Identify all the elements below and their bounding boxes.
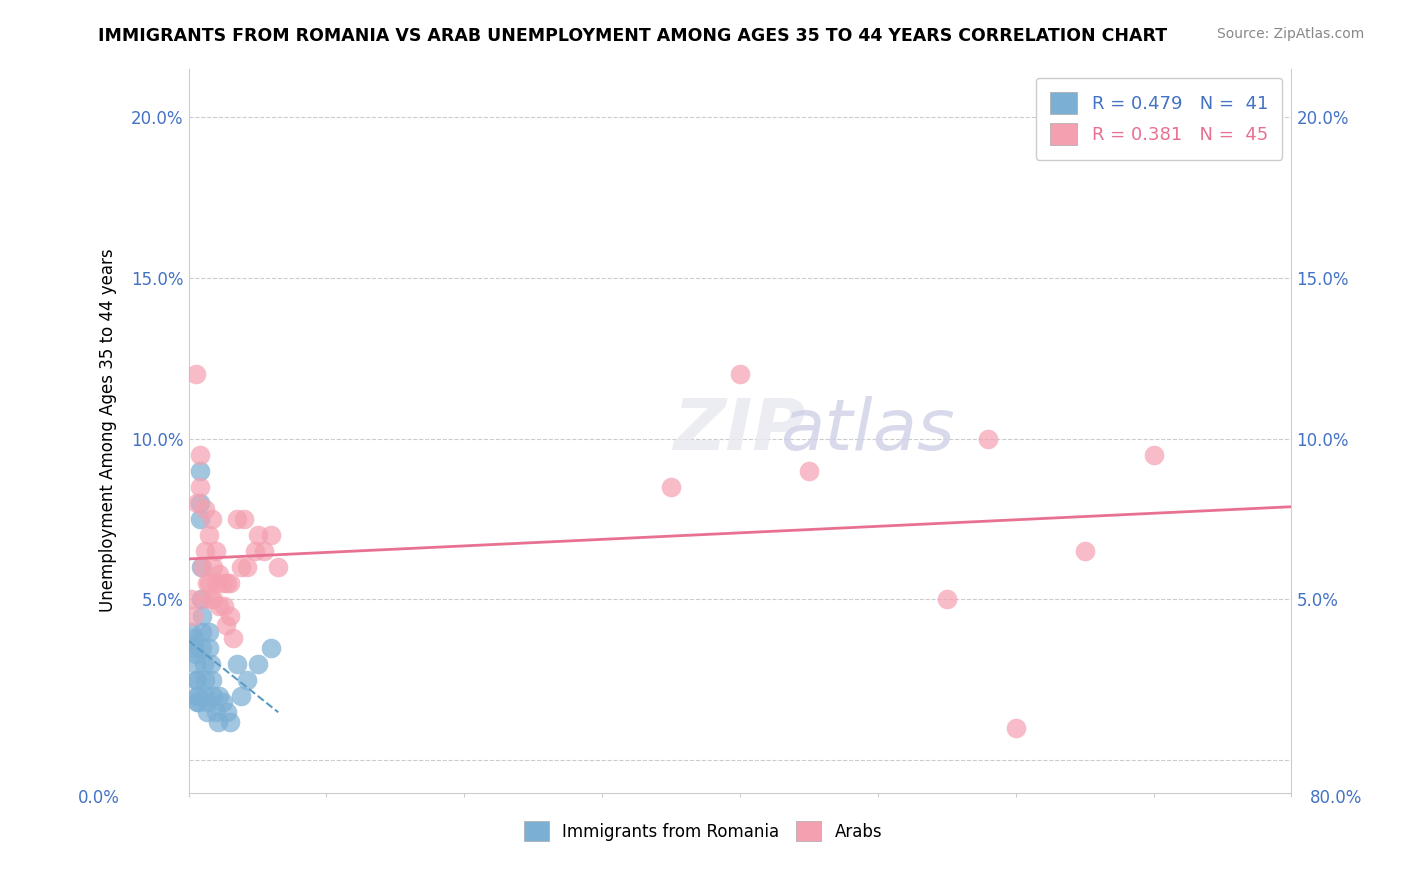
Text: 80.0%: 80.0% [1309,789,1362,806]
Point [183,638,205,652]
Legend: R = 0.479   N =  41, R = 0.381   N =  45: R = 0.479 N = 41, R = 0.381 N = 45 [1036,78,1282,160]
Point [214,599,236,613]
Point [194,544,217,558]
Point [180,592,202,607]
Point [235,673,257,687]
Point [222,631,245,645]
Point [977,432,1000,446]
Point [195,576,218,591]
Point [217,576,239,591]
Point [1142,448,1164,462]
Point [253,544,276,558]
Point [225,512,247,526]
Point [198,640,221,655]
Point [191,624,214,639]
Point [208,689,231,703]
Point [187,689,209,703]
Point [208,566,231,581]
Point [195,705,218,719]
Point [728,368,751,382]
Point [198,528,221,542]
Point [659,480,682,494]
Point [202,592,225,607]
Point [188,496,211,510]
Point [205,705,228,719]
Point [186,673,208,687]
Point [183,631,205,645]
Point [186,496,208,510]
Point [235,560,257,574]
Point [190,560,212,574]
Point [219,714,242,729]
Point [202,689,225,703]
Point [186,696,208,710]
Point [200,657,222,671]
Y-axis label: Unemployment Among Ages 35 to 44 years: Unemployment Among Ages 35 to 44 years [100,249,117,612]
Point [194,673,217,687]
Point [232,512,254,526]
Point [191,560,214,574]
Point [188,512,211,526]
Point [198,624,221,639]
Text: ZIP: ZIP [673,396,806,465]
Point [194,502,217,516]
Point [184,368,207,382]
Point [1073,544,1095,558]
Point [260,640,283,655]
Point [267,560,290,574]
Point [205,576,228,591]
Point [217,705,239,719]
Point [212,696,235,710]
Point [246,657,269,671]
Point [194,689,217,703]
Point [191,640,214,655]
Point [208,599,231,613]
Point [260,528,283,542]
Point [181,608,204,623]
Legend: Immigrants from Romania, Arabs: Immigrants from Romania, Arabs [517,814,889,848]
Point [797,464,820,478]
Point [215,618,238,632]
Point [205,544,228,558]
Point [219,576,242,591]
Point [219,608,242,623]
Text: 0.0%: 0.0% [77,789,120,806]
Point [212,576,235,591]
Point [229,689,252,703]
Point [202,560,225,574]
Point [188,480,211,494]
Text: Source: ZipAtlas.com: Source: ZipAtlas.com [1216,27,1364,41]
Point [935,592,957,607]
Point [200,592,222,607]
Point [201,673,224,687]
Point [1004,721,1026,735]
Point [188,448,211,462]
Point [184,647,207,661]
Point [201,512,224,526]
Point [193,657,215,671]
Text: atlas: atlas [779,396,955,465]
Point [225,657,247,671]
Point [243,544,266,558]
Point [184,657,207,671]
Text: IMMIGRANTS FROM ROMANIA VS ARAB UNEMPLOYMENT AMONG AGES 35 TO 44 YEARS CORRELATI: IMMIGRANTS FROM ROMANIA VS ARAB UNEMPLOY… [98,27,1167,45]
Point [181,640,204,655]
Point [184,673,207,687]
Point [246,528,269,542]
Point [229,560,252,574]
Point [198,576,221,591]
Point [207,714,229,729]
Point [180,624,202,639]
Point [191,608,214,623]
Point [186,689,208,703]
Point [188,464,211,478]
Point [195,696,218,710]
Point [187,696,209,710]
Point [190,592,212,607]
Point [191,592,214,607]
